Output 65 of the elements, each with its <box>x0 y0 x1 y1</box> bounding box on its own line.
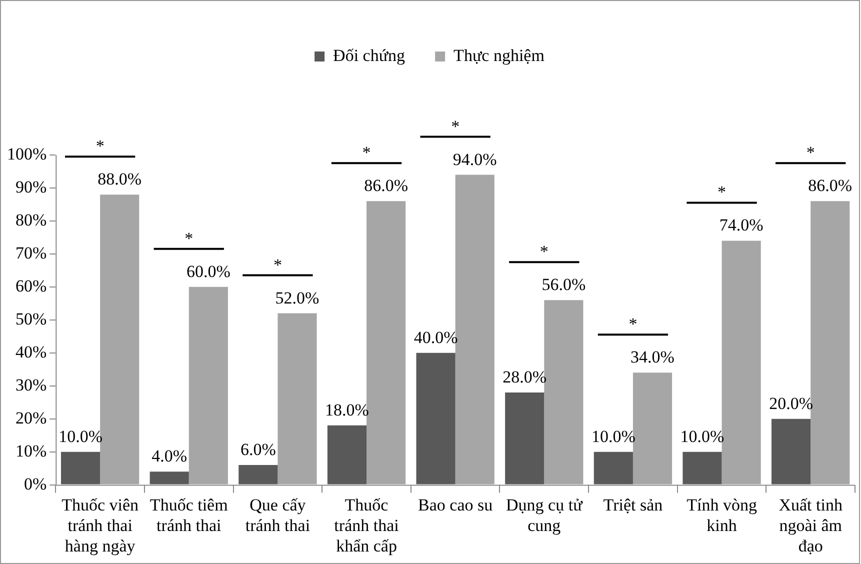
y-tick-label: 20% <box>15 408 47 428</box>
bar <box>278 313 317 484</box>
annotation: * <box>628 314 638 334</box>
bar <box>327 425 367 484</box>
data-label: 56.0% <box>542 275 586 294</box>
data-label: 34.0% <box>630 348 674 367</box>
data-label: 86.0% <box>364 176 408 196</box>
y-tick-label: 100% <box>6 144 47 164</box>
bar <box>150 472 189 484</box>
data-label: 40.0% <box>414 328 458 347</box>
data-label: 18.0% <box>325 400 369 420</box>
x-tick-label: Que cấy tránh thai <box>245 495 310 535</box>
data-label: 10.0% <box>58 426 102 446</box>
annotation: * <box>540 242 548 262</box>
data-label: 4.0% <box>152 446 188 466</box>
y-tick-label: 10% <box>15 441 47 460</box>
x-tick-label: Thuốc tránh thai khẩn cấp <box>334 495 400 556</box>
bar <box>772 418 811 484</box>
y-tick-label: 30% <box>15 375 47 394</box>
x-tick-label: Thuốc viên tránh thai hàng ngày <box>62 495 140 556</box>
x-tick-label: Xuất tinh ngoài âm đạo <box>778 495 843 556</box>
y-tick-label: 0% <box>24 474 47 494</box>
y-tick-label: 50% <box>15 309 47 328</box>
data-label: 74.0% <box>719 216 764 235</box>
bar <box>238 465 278 484</box>
bar <box>682 452 722 484</box>
data-label: 88.0% <box>98 170 142 189</box>
legend-label: Thực nghiệm <box>454 46 544 65</box>
data-label: 52.0% <box>275 288 320 308</box>
x-tick-label: Bao cao su <box>418 495 494 514</box>
bar <box>366 201 406 484</box>
x-tick-label: Thuốc tiêm tránh thai <box>150 495 228 535</box>
annotation: * <box>184 228 194 248</box>
bar <box>810 201 850 484</box>
bar <box>416 352 456 484</box>
bar <box>100 194 140 484</box>
data-label: 94.0% <box>452 150 497 169</box>
y-tick-label: 60% <box>15 276 47 296</box>
annotation: * <box>362 143 371 162</box>
data-label: 20.0% <box>769 394 814 413</box>
data-label: 28.0% <box>502 367 547 386</box>
y-tick-label: 40% <box>15 342 47 362</box>
annotation: * <box>718 182 726 202</box>
x-tick-label: Triệt sản <box>603 495 664 514</box>
bar <box>544 300 584 484</box>
text: * <box>451 116 460 136</box>
annotation: * <box>806 143 815 162</box>
data-label: 10.0% <box>591 426 636 446</box>
data-label: 6.0% <box>240 440 276 459</box>
x-tick-label: Tính vòng kinh <box>686 495 758 535</box>
x-tick-label: Dụng cụ tử cung <box>506 495 584 535</box>
bar <box>188 286 228 484</box>
y-tick-label: 70% <box>15 243 47 262</box>
data-label: 60.0% <box>186 262 230 281</box>
data-label: 86.0% <box>808 176 852 196</box>
legend-label: Đối chứng <box>333 46 406 65</box>
bar <box>594 452 633 484</box>
y-tick-label: 90% <box>15 177 47 196</box>
annotation: * <box>273 255 282 274</box>
bar <box>60 452 100 484</box>
y-tick-label: 80% <box>15 210 47 230</box>
data-label: 10.0% <box>680 426 724 446</box>
bar <box>505 392 544 484</box>
annotation: * <box>96 136 104 156</box>
bar <box>722 240 761 484</box>
